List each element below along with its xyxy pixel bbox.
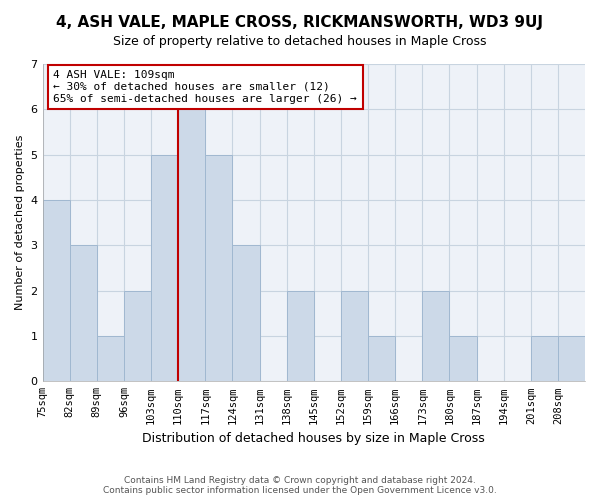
Bar — [70, 246, 97, 382]
Text: 4 ASH VALE: 109sqm
← 30% of detached houses are smaller (12)
65% of semi-detache: 4 ASH VALE: 109sqm ← 30% of detached hou… — [53, 70, 357, 104]
Bar — [178, 110, 205, 382]
Bar — [97, 336, 124, 382]
Bar — [422, 290, 449, 382]
Bar — [43, 200, 70, 382]
X-axis label: Distribution of detached houses by size in Maple Cross: Distribution of detached houses by size … — [142, 432, 485, 445]
Text: Contains HM Land Registry data © Crown copyright and database right 2024.
Contai: Contains HM Land Registry data © Crown c… — [103, 476, 497, 495]
Bar — [287, 290, 314, 382]
Bar — [341, 290, 368, 382]
Bar — [232, 246, 260, 382]
Text: Size of property relative to detached houses in Maple Cross: Size of property relative to detached ho… — [113, 35, 487, 48]
Bar — [124, 290, 151, 382]
Y-axis label: Number of detached properties: Number of detached properties — [15, 135, 25, 310]
Bar — [368, 336, 395, 382]
Bar — [205, 154, 232, 382]
Bar — [531, 336, 558, 382]
Text: 4, ASH VALE, MAPLE CROSS, RICKMANSWORTH, WD3 9UJ: 4, ASH VALE, MAPLE CROSS, RICKMANSWORTH,… — [56, 15, 544, 30]
Bar — [558, 336, 585, 382]
Bar — [449, 336, 476, 382]
Bar — [151, 154, 178, 382]
